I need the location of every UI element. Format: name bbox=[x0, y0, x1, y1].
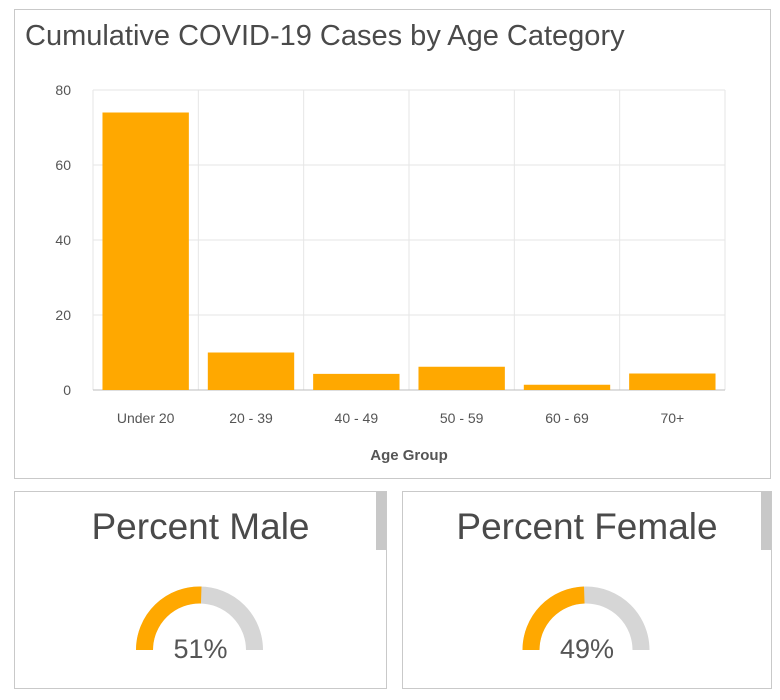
chart-title: Cumulative COVID-19 Cases by Age Categor… bbox=[25, 20, 625, 52]
y-tick-label: 20 bbox=[55, 307, 71, 323]
bar bbox=[207, 352, 295, 390]
x-tick-label: 70+ bbox=[660, 410, 684, 426]
bar bbox=[629, 373, 716, 390]
x-tick-label: 60 - 69 bbox=[545, 410, 589, 426]
x-tick-label: 40 - 49 bbox=[335, 410, 379, 426]
y-tick-label: 60 bbox=[55, 157, 71, 173]
percent-male-panel: Percent Male 51% bbox=[14, 491, 387, 689]
gauge-male bbox=[136, 586, 263, 651]
x-tick-label: Under 20 bbox=[117, 410, 175, 426]
percent-female-panel: Percent Female 49% bbox=[402, 491, 772, 689]
x-tick-label: 20 - 39 bbox=[229, 410, 273, 426]
gauge-title-female: Percent Female bbox=[456, 506, 718, 547]
x-axis-label: Age Group bbox=[370, 447, 448, 464]
gauge-female bbox=[522, 586, 650, 651]
bar-chart: 0 20 40 60 80 Under 20 20 - 39 40 - 49 50 - 59 60… bbox=[55, 82, 726, 464]
y-tick-label: 0 bbox=[63, 382, 71, 398]
y-tick-label: 40 bbox=[55, 232, 71, 248]
scrollbar-thumb[interactable] bbox=[376, 492, 386, 550]
bar bbox=[313, 373, 400, 390]
gauge-value-male: 51% bbox=[173, 634, 228, 664]
gauge-fill bbox=[522, 586, 585, 651]
x-tick-label: 50 - 59 bbox=[440, 410, 484, 426]
gauge-value-female: 49% bbox=[559, 634, 615, 664]
bar bbox=[102, 112, 189, 390]
gauge-title-male: Percent Male bbox=[91, 506, 310, 547]
gauge-fill bbox=[136, 586, 202, 651]
y-tick-label: 80 bbox=[55, 82, 71, 98]
scrollbar-thumb[interactable] bbox=[761, 492, 771, 550]
bar bbox=[523, 384, 611, 390]
age-chart-panel: Cumulative COVID-19 Cases by Age Categor… bbox=[14, 9, 771, 479]
bar bbox=[418, 366, 505, 390]
